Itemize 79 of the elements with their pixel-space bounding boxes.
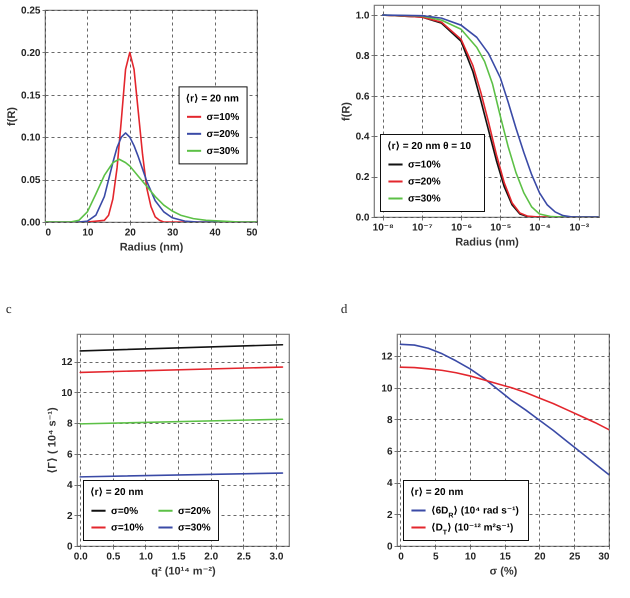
x-tick-label: 10⁻⁶ <box>451 222 472 234</box>
x-tick-label: 10 <box>464 552 476 562</box>
legend-label: σ=20% <box>408 176 441 188</box>
y-tick-label: 4 <box>66 480 73 492</box>
x-tick-label: 10⁻³ <box>569 222 590 234</box>
y-tick-label: 0 <box>66 542 73 552</box>
y-axis-title: f(R) <box>6 106 18 126</box>
x-tick-label: 1.5 <box>172 552 186 562</box>
line-series <box>400 366 609 431</box>
x-tick-label: 10⁻⁷ <box>412 222 433 234</box>
y-tick-label: 0.4 <box>356 132 370 143</box>
x-tick-label: 20 <box>124 228 136 238</box>
x-tick-label: 30 <box>598 552 610 562</box>
y-tick-label: 6 <box>386 446 393 458</box>
x-tick-label: 5 <box>432 552 439 562</box>
y-tick-label: 0.8 <box>356 50 370 62</box>
x-axis-title: q² (10¹⁴ m⁻²) <box>151 566 216 578</box>
y-tick-label: 0.00 <box>21 218 41 228</box>
legend-label: ⟨6D$_{R}$⟩ (10⁴ rad s⁻¹) <box>431 506 519 519</box>
y-tick-label: 0.2 <box>356 172 370 184</box>
x-tick-label: 2.5 <box>236 552 252 562</box>
x-tick-label: 0 <box>46 228 52 238</box>
x-axis-title: σ (%) <box>490 566 518 578</box>
x-tick-label: 2.0 <box>204 552 219 562</box>
legend-label: σ=10% <box>408 160 441 170</box>
y-tick-label: 0.6 <box>356 91 370 102</box>
y-axis-title: ⟨Γ⟩ ( 10⁴ s⁻¹) <box>46 406 58 474</box>
line-series <box>400 343 609 476</box>
y-tick-label: 0.05 <box>21 175 41 186</box>
legend-label: σ=30% <box>178 522 211 534</box>
legend-title: ⟨r⟩ = 20 nm <box>410 487 464 498</box>
x-tick-label: 0 <box>398 552 404 562</box>
x-tick-label: 10⁻⁸ <box>372 222 394 234</box>
x-tick-label: 50 <box>246 228 258 238</box>
x-tick-label: 10 <box>82 228 94 238</box>
y-tick-label: 12 <box>381 352 393 363</box>
legend-label: σ=30% <box>408 194 441 204</box>
legend-label: σ=0% <box>111 506 138 517</box>
legend-label: ⟨D$_{T}$⟩ (10⁻¹² m²s⁻¹) <box>431 522 514 536</box>
y-tick-label: 0 <box>386 542 393 552</box>
legend-label: σ=20% <box>206 128 240 140</box>
x-axis-title: Radius (nm) <box>455 236 520 248</box>
y-tick-label: 12 <box>61 357 73 368</box>
x-axis-title: Radius (nm) <box>120 242 184 254</box>
y-tick-label: 8 <box>386 414 393 426</box>
y-tick-label: 2 <box>66 510 73 522</box>
y-tick-label: 2 <box>386 510 393 521</box>
y-tick-label: 0.10 <box>21 132 41 144</box>
x-tick-label: 0.0 <box>74 552 88 562</box>
y-tick-label: 8 <box>66 418 73 430</box>
legend-label: σ=20% <box>178 506 211 517</box>
legend-title: ⟨r⟩ = 20 nm <box>186 93 239 104</box>
x-tick-label: 10⁻⁵ <box>490 222 512 234</box>
chart-title: c <box>6 301 12 316</box>
y-tick-label: 0.25 <box>21 6 41 16</box>
y-axis-title: f(R) <box>340 102 353 121</box>
y-tick-label: 6 <box>66 449 73 460</box>
y-tick-label: 4 <box>386 478 393 490</box>
chart-title: d <box>340 301 348 316</box>
legend-label: σ=10% <box>206 112 240 123</box>
y-tick-label: 0.0 <box>356 212 370 224</box>
y-tick-label: 0.20 <box>21 48 41 59</box>
x-tick-label: 20 <box>534 552 546 562</box>
legend-title: ⟨r⟩ = 20 nm <box>90 487 144 498</box>
x-tick-label: 30 <box>167 228 179 238</box>
x-tick-label: 0.5 <box>106 552 121 562</box>
x-tick-label: 3.0 <box>270 552 284 562</box>
legend-label: σ=10% <box>111 522 144 534</box>
y-tick-label: 10 <box>61 388 73 399</box>
x-tick-label: 1.0 <box>139 552 154 562</box>
x-tick-label: 40 <box>210 228 222 238</box>
y-tick-label: 1.0 <box>356 10 370 22</box>
legend-label: σ=30% <box>206 146 240 157</box>
y-tick-label: 0.15 <box>21 90 41 102</box>
legend-title: ⟨r⟩ = 20 nm θ = 10 <box>387 141 472 152</box>
y-tick-label: 10 <box>381 383 393 394</box>
x-tick-label: 15 <box>500 552 512 562</box>
x-tick-label: 10⁻⁴ <box>529 222 551 234</box>
x-tick-label: 25 <box>569 552 581 562</box>
